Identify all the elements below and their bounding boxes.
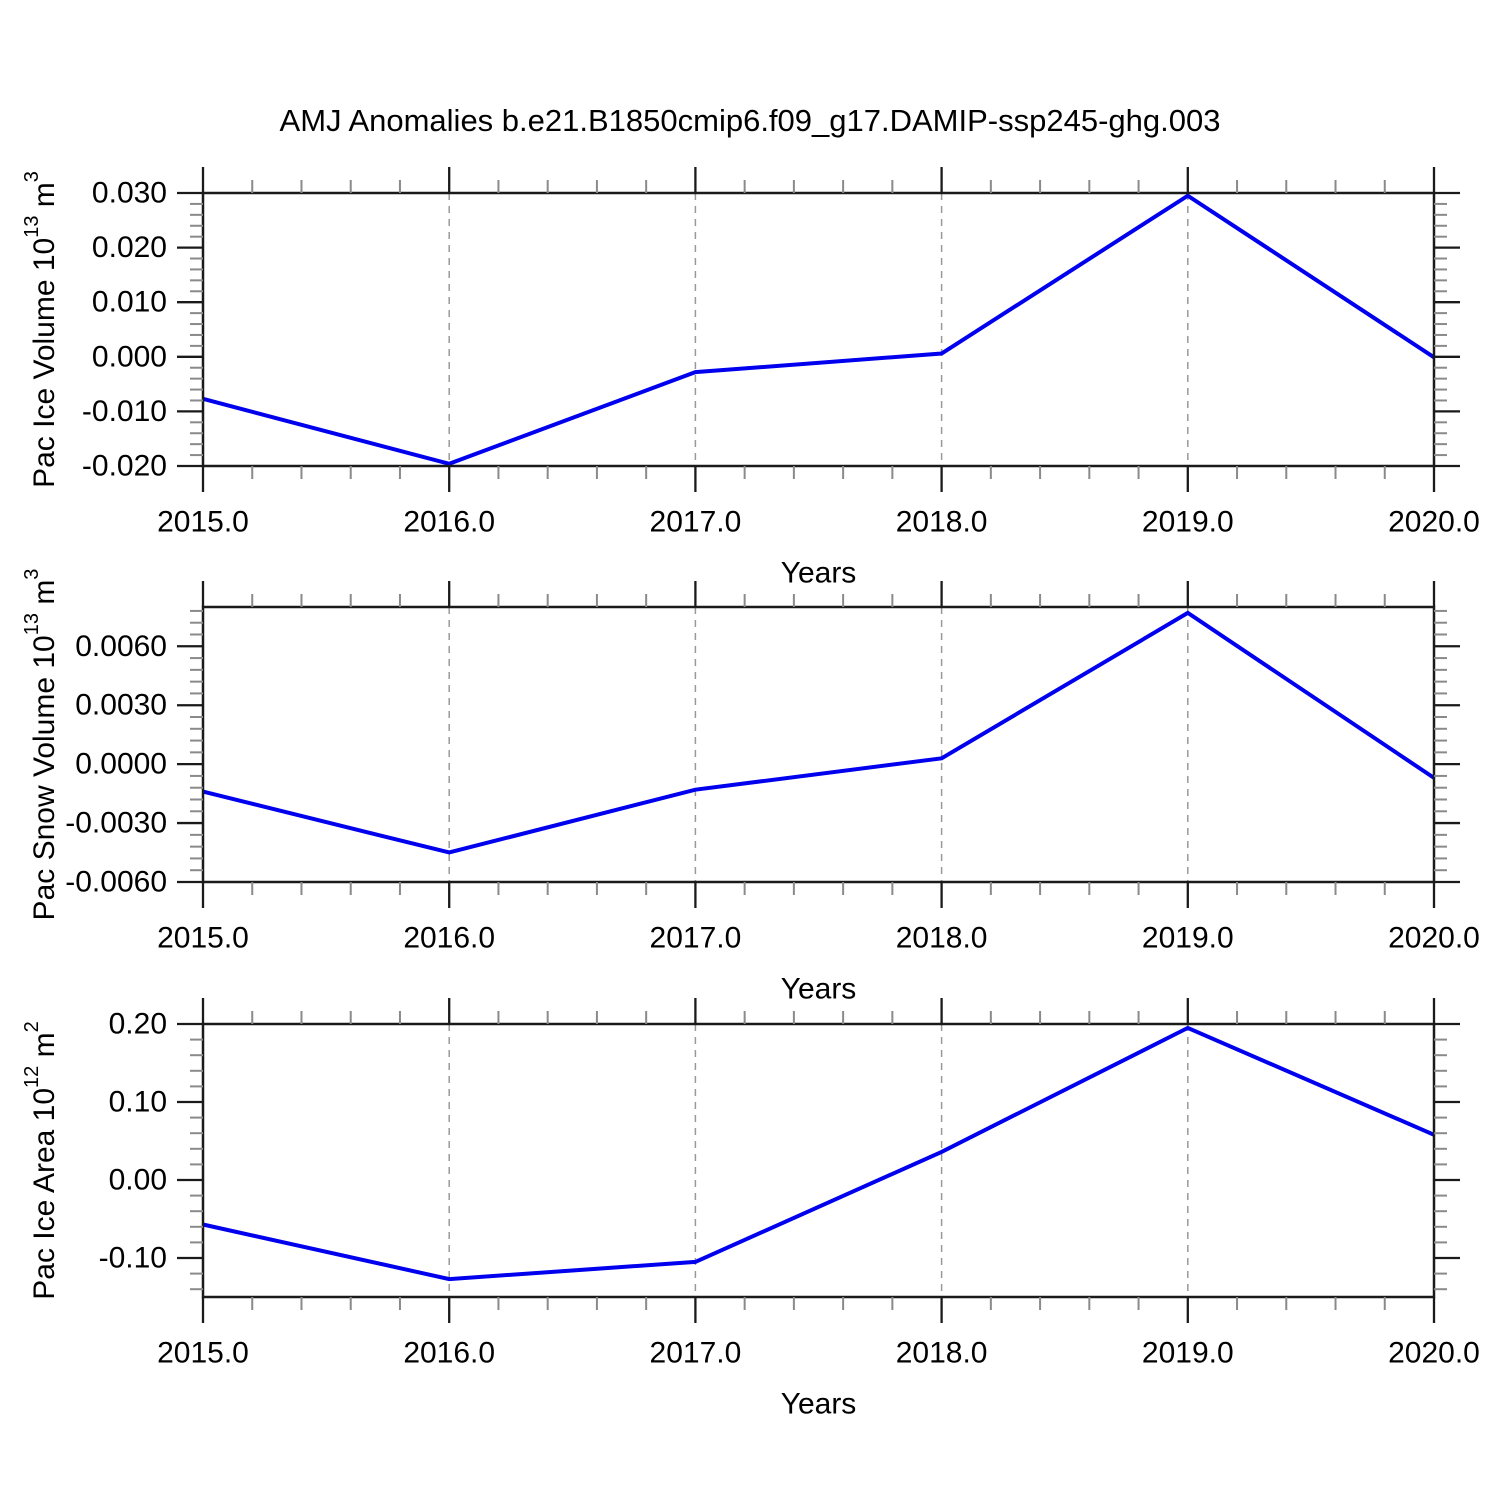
y-tick-label: -0.0060 xyxy=(65,866,167,899)
y-tick-label: -0.10 xyxy=(99,1242,167,1275)
x-tick-label: 2015.0 xyxy=(157,1337,249,1370)
y-major-ticks xyxy=(177,1022,1460,1260)
gridlines xyxy=(448,607,1189,882)
x-tick-label: 2017.0 xyxy=(650,506,742,539)
y-minor-ticks xyxy=(190,1038,1447,1291)
y-tick-label: -0.010 xyxy=(82,395,167,428)
x-major-ticks xyxy=(201,581,1436,908)
x-tick-label: 2020.0 xyxy=(1388,1337,1480,1370)
x-tick-labels: 2015.0 2016.0 2017.0 2018.0 2019.0 2020.0 xyxy=(157,506,1480,539)
y-axis-title: Pac Ice Volume 1013 m3 xyxy=(21,171,61,488)
y-axis-title: Pac Snow Volume 1013 m3 xyxy=(21,569,61,921)
x-tick-label: 2018.0 xyxy=(896,1337,988,1370)
x-tick-labels: 2015.0 2016.0 2017.0 2018.0 2019.0 2020.0 xyxy=(157,1337,1480,1370)
y-major-ticks xyxy=(177,645,1460,884)
x-major-ticks xyxy=(201,167,1436,492)
y-major-ticks xyxy=(177,191,1460,468)
data-line xyxy=(202,610,1436,855)
x-axis-title: Years xyxy=(781,557,857,590)
chart-title: AMJ Anomalies b.e21.B1850cmip6.f09_g17.D… xyxy=(279,103,1221,138)
x-tick-label: 2015.0 xyxy=(157,922,249,955)
x-tick-label: 2016.0 xyxy=(403,922,495,955)
x-tick-label: 2017.0 xyxy=(650,922,742,955)
x-tick-label: 2018.0 xyxy=(896,506,988,539)
y-tick-label: 0.10 xyxy=(109,1086,167,1119)
y-tick-label: 0.010 xyxy=(92,286,167,319)
y-minor-ticks xyxy=(190,609,1447,872)
x-minor-ticks xyxy=(251,180,1386,479)
x-tick-label: 2020.0 xyxy=(1388,506,1480,539)
x-tick-label: 2016.0 xyxy=(403,506,495,539)
gridlines xyxy=(448,193,1189,466)
y-tick-label: 0.0030 xyxy=(75,689,167,722)
y-tick-label: -0.020 xyxy=(82,450,167,483)
y-tick-labels: 0.20 0.10 0.00 -0.10 xyxy=(99,1008,167,1275)
y-tick-label: 0.00 xyxy=(109,1164,167,1197)
y-tick-labels: 0.030 0.020 0.010 0.000 -0.010 -0.020 xyxy=(82,177,167,483)
y-tick-labels: 0.0060 0.0030 0.0000 -0.0030 -0.0060 xyxy=(65,630,167,899)
axes-box xyxy=(201,191,1436,468)
x-tick-label: 2017.0 xyxy=(650,1337,742,1370)
x-major-ticks xyxy=(201,998,1436,1323)
axes-box xyxy=(201,605,1436,884)
data-line xyxy=(202,193,1436,466)
x-tick-label: 2016.0 xyxy=(403,1337,495,1370)
y-tick-label: 0.020 xyxy=(92,231,167,264)
x-tick-label: 2019.0 xyxy=(1142,506,1234,539)
y-tick-label: 0.0000 xyxy=(75,748,167,781)
x-axis-title: Years xyxy=(781,973,857,1006)
y-tick-label: 0.0060 xyxy=(75,630,167,663)
x-tick-label: 2020.0 xyxy=(1388,922,1480,955)
x-minor-ticks xyxy=(251,594,1386,895)
gridlines xyxy=(448,1024,1189,1297)
y-axis-title: Pac Ice Area 1012 m2 xyxy=(21,1021,61,1300)
y-tick-label: 0.20 xyxy=(109,1008,167,1041)
data-line xyxy=(202,1025,1435,1282)
y-tick-label: 0.030 xyxy=(92,177,167,210)
x-minor-ticks xyxy=(251,1011,1386,1310)
y-tick-label: 0.000 xyxy=(92,340,167,373)
x-tick-label: 2015.0 xyxy=(157,506,249,539)
x-tick-label: 2018.0 xyxy=(896,922,988,955)
y-minor-ticks xyxy=(190,202,1447,457)
x-axis-title: Years xyxy=(781,1388,857,1421)
y-tick-label: -0.0030 xyxy=(65,807,167,840)
axes-box xyxy=(201,1022,1436,1299)
plot-panel-3: 0.20 0.10 0.00 -0.10 2015.0 2016.0 2017.0 2018.… xyxy=(21,998,1480,1421)
x-tick-labels: 2015.0 2016.0 2017.0 2018.0 2019.0 2020.0 xyxy=(157,922,1480,955)
x-tick-label: 2019.0 xyxy=(1142,922,1234,955)
x-tick-label: 2019.0 xyxy=(1142,1337,1234,1370)
